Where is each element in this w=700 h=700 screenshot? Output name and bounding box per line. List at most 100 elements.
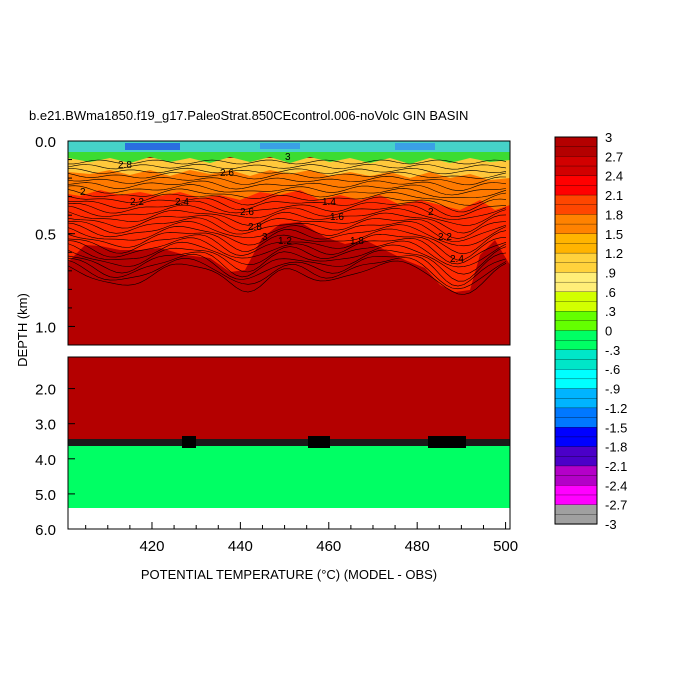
x-tick-label: 440 [228, 538, 253, 555]
colorbar-label: -1.5 [605, 420, 627, 435]
contour-line [68, 188, 507, 199]
colorbar-band [554, 243, 598, 254]
colorbar-band [554, 330, 598, 341]
colorbar-band [554, 456, 598, 467]
colorbar-band [554, 156, 598, 167]
colorbar-band [554, 407, 598, 419]
colorbar-band [554, 320, 598, 332]
contour-label: 1.2 [278, 236, 292, 247]
colorbar-label: 2.7 [605, 149, 623, 164]
x-tick-label: 500 [493, 538, 518, 555]
below-bottom-blank [68, 508, 510, 529]
y-tick-label: 0.5 [35, 227, 56, 244]
colorbar-label: -1.8 [605, 440, 627, 455]
contour-label: 3 [262, 232, 268, 243]
colorbar-band [554, 272, 598, 283]
colorbar-band [554, 310, 598, 322]
colorbar-band [554, 281, 598, 293]
colorbar-band [554, 494, 598, 506]
upper-panel: 22.2 2.42.62.83 1.21.41.61.822.22.42.62.83 [68, 141, 510, 345]
colorbar-label: -.6 [605, 362, 620, 377]
contour-line [68, 196, 507, 213]
y-axis-lower: 2.0 3.0 4.0 5.0 6.0 [35, 382, 75, 539]
colorbar-label: -.9 [605, 382, 620, 397]
contour-label: 2.2 [130, 197, 144, 208]
y-axis-upper: 0.0 0.5 1.0 [35, 134, 75, 346]
colorbar-label: -3 [605, 517, 617, 532]
x-tick-label: 460 [316, 538, 341, 555]
contour-line [68, 237, 507, 265]
colorbar-label: .3 [605, 304, 616, 319]
colorbar-band [554, 475, 598, 486]
y-tick-label: 4.0 [35, 452, 56, 469]
colorbar-label: -2.1 [605, 459, 627, 474]
deep-warm-region-lower [68, 357, 510, 439]
contour-line [68, 260, 507, 295]
transition-marks [182, 436, 466, 448]
contour-line [68, 220, 507, 242]
y-tick-label: 0.0 [35, 134, 56, 151]
colorbar-band [554, 398, 598, 409]
colorbar-label: .9 [605, 265, 616, 280]
colorbar-band [554, 223, 598, 235]
surface-cold-patch [125, 143, 180, 150]
contour-line [68, 191, 507, 206]
contour-label: 2.2 [438, 232, 452, 243]
surface-cold-patch [395, 143, 435, 150]
colorbar-band [554, 175, 598, 186]
colorbar-label: -.3 [605, 343, 620, 358]
colorbar-band [554, 136, 598, 148]
y-axis-label: DEPTH (km) [15, 293, 30, 367]
colorbar-label: -1.2 [605, 401, 627, 416]
colorbar-band [554, 146, 598, 157]
bottom-region [68, 446, 510, 508]
contour-line [68, 180, 507, 192]
contour-line [68, 228, 507, 255]
contour-label: 2.8 [118, 160, 132, 171]
y-tick-label: 1.0 [35, 319, 56, 336]
contour-label: 1.4 [322, 197, 336, 208]
contour-line [68, 208, 507, 226]
contour-line [68, 217, 507, 239]
colorbar-band [554, 359, 598, 370]
contour-label: 1.6 [330, 212, 344, 223]
colorbar-label: .6 [605, 285, 616, 300]
contour-label: 2.6 [220, 168, 234, 179]
colorbar-label: 2.1 [605, 188, 623, 203]
colorbar-band [554, 262, 598, 273]
colorbar-band [554, 427, 598, 438]
contour-line [68, 249, 507, 282]
contour-label: 2.4 [450, 254, 464, 265]
contour-labels: 22.2 2.42.62.83 1.21.41.61.822.22.42.62.83 [80, 152, 464, 265]
contour-line [68, 224, 507, 247]
contour-line [68, 257, 507, 290]
colorbar-label: 3 [605, 130, 612, 145]
green-band [68, 150, 510, 164]
colorbar-band [554, 252, 598, 264]
contour-line [68, 233, 507, 261]
colorbar-band [554, 417, 598, 428]
contour-line [68, 240, 507, 268]
colorbar-band [554, 349, 598, 361]
colorbar-band [554, 436, 598, 448]
y-tick-label: 2.0 [35, 382, 56, 399]
colorbar-label: -2.4 [605, 478, 627, 493]
colorbar-band [554, 369, 598, 380]
x-axis: 420 440 460 480 500 [85, 522, 518, 555]
contour-line [68, 200, 507, 217]
contour-label: 2 [80, 187, 86, 198]
contour-line [68, 184, 507, 196]
contour-label: 2.8 [248, 222, 262, 233]
transition-band [68, 439, 510, 446]
colorbar-band [554, 233, 598, 244]
contour-label: 2.6 [240, 207, 254, 218]
surface-cold-patch [260, 143, 300, 149]
colorbar-label: 1.5 [605, 227, 623, 242]
colorbar-band [554, 204, 598, 215]
contour-line [68, 253, 507, 287]
contour-line [68, 163, 507, 170]
colorbar-band [554, 165, 598, 177]
colorbar-label: 1.8 [605, 207, 623, 222]
lower-panel-frame [67, 356, 511, 530]
x-tick-label: 480 [405, 538, 430, 555]
